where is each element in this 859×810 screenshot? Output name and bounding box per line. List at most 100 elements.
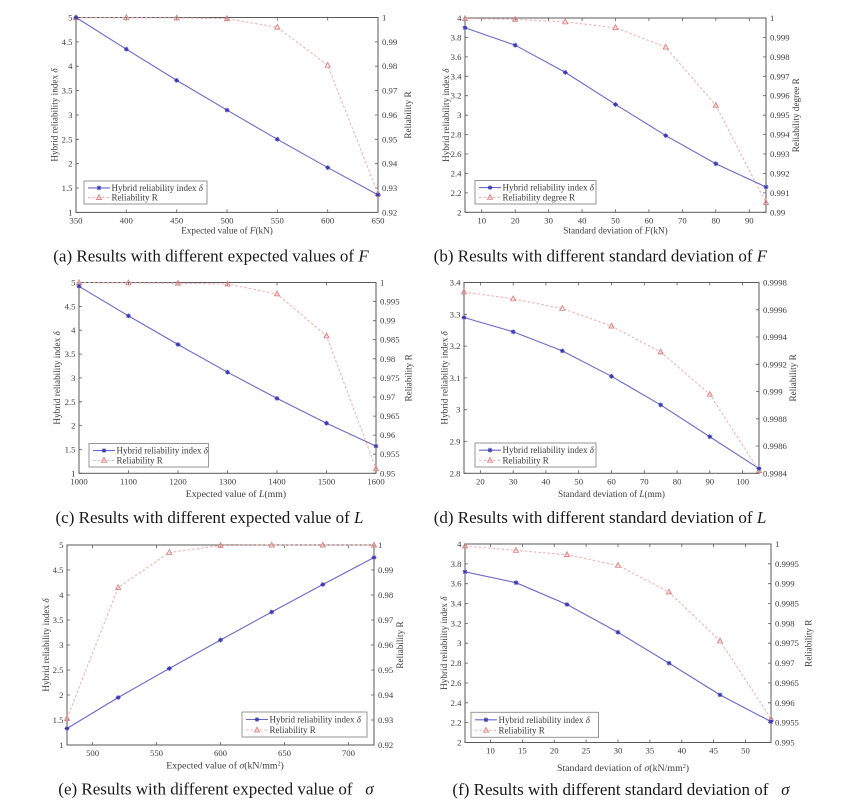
svg-text:Reliability R: Reliability R [403,353,413,401]
svg-text:Standard deviation of L(mm): Standard deviation of L(mm) [558,489,665,499]
svg-text:Expected value of L(mm): Expected value of L(mm) [186,489,286,500]
svg-text:2: 2 [71,421,75,431]
svg-text:3.4: 3.4 [451,71,463,81]
svg-text:Expected value of F(kN): Expected value of F(kN) [181,226,273,236]
svg-text:50: 50 [741,746,750,756]
svg-text:0.99: 0.99 [770,207,785,217]
svg-text:2.8: 2.8 [451,130,463,140]
svg-text:Hybrid reliability index δ: Hybrid reliability index δ [112,183,204,193]
svg-text:2.5: 2.5 [62,134,73,144]
svg-text:0.992: 0.992 [770,168,790,178]
svg-text:80: 80 [673,476,682,486]
svg-text:3.4: 3.4 [450,278,462,288]
svg-text:Expected value of σ(kN/mm2): Expected value of σ(kN/mm2) [166,761,283,772]
svg-text:Reliability R: Reliability R [503,455,549,465]
svg-text:50: 50 [574,476,583,486]
svg-text:3.8: 3.8 [451,32,463,42]
svg-text:Hybrid reliability index δ: Hybrid reliability index δ [52,331,62,425]
svg-text:1: 1 [68,207,72,217]
svg-text:3.6: 3.6 [451,579,463,589]
svg-text:Reliability R: Reliability R [270,725,316,735]
svg-text:1: 1 [770,13,774,23]
svg-text:40: 40 [578,215,587,225]
svg-text:Standard deviation of F(kN): Standard deviation of F(kN) [563,226,667,236]
svg-text:Reliability R: Reliability R [499,725,545,735]
svg-text:Reliability R: Reliability R [788,353,798,401]
svg-text:1: 1 [380,278,384,288]
svg-text:80: 80 [711,215,720,225]
svg-text:0.995: 0.995 [380,297,400,307]
svg-text:0.92: 0.92 [378,740,393,750]
svg-text:Reliability degree R: Reliability degree R [503,192,575,202]
svg-text:2.6: 2.6 [451,149,463,159]
svg-text:100: 100 [736,476,750,486]
svg-text:350: 350 [69,215,83,225]
svg-text:500: 500 [220,215,234,225]
svg-text:0.999: 0.999 [775,579,795,589]
svg-text:90: 90 [745,215,754,225]
svg-text:4.5: 4.5 [65,301,76,311]
svg-text:1300: 1300 [219,476,237,486]
svg-text:Reliability R: Reliability R [395,621,405,669]
svg-text:10: 10 [486,746,495,756]
svg-text:30: 30 [544,215,553,225]
svg-text:0.975: 0.975 [380,373,400,383]
svg-text:4: 4 [68,61,73,71]
svg-text:0.9995: 0.9995 [775,559,799,569]
svg-text:3.1: 3.1 [450,373,461,383]
svg-text:4.5: 4.5 [53,565,64,575]
svg-text:Reliability R: Reliability R [403,91,413,139]
svg-text:0.985: 0.985 [380,335,400,345]
svg-text:4: 4 [71,325,76,335]
svg-text:0.999: 0.999 [770,32,790,42]
svg-text:0.96: 0.96 [382,110,398,120]
svg-text:1.5: 1.5 [65,444,76,454]
svg-text:(f) Results with different sta: (f) Results with different standard devi… [452,780,790,799]
svg-text:20: 20 [550,746,559,756]
svg-text:5: 5 [59,540,63,550]
svg-text:0.996: 0.996 [775,698,795,708]
svg-text:650: 650 [278,748,292,758]
svg-text:3: 3 [71,373,75,383]
svg-text:2.2: 2.2 [451,718,462,728]
svg-text:30: 30 [509,476,518,486]
svg-text:0.9985: 0.9985 [775,599,799,609]
svg-text:Reliability degree R: Reliability degree R [791,77,801,152]
svg-text:Hybrid reliability index δ: Hybrid reliability index δ [440,331,450,425]
svg-text:35: 35 [646,746,655,756]
svg-text:5: 5 [71,278,75,288]
svg-text:3.2: 3.2 [450,341,461,351]
svg-text:4: 4 [457,539,462,549]
svg-text:3.6: 3.6 [451,52,463,62]
svg-text:10: 10 [477,215,486,225]
svg-text:2: 2 [457,738,461,748]
svg-text:0.991: 0.991 [770,188,790,198]
svg-text:2.5: 2.5 [65,397,76,407]
svg-text:3.5: 3.5 [65,349,76,359]
svg-text:1.5: 1.5 [53,715,64,725]
svg-text:0.9998: 0.9998 [763,278,788,288]
svg-text:0.995: 0.995 [770,110,790,120]
svg-text:3: 3 [68,110,72,120]
svg-text:0.96: 0.96 [378,640,394,650]
svg-text:90: 90 [705,476,714,486]
svg-text:0.98: 0.98 [382,61,398,71]
svg-text:3.4: 3.4 [451,599,463,609]
svg-text:2: 2 [68,159,72,169]
svg-text:3: 3 [457,110,461,120]
svg-text:0.9984: 0.9984 [763,468,788,478]
svg-text:50: 50 [611,215,620,225]
svg-text:0.97: 0.97 [382,86,398,96]
svg-text:60: 60 [645,215,654,225]
svg-text:(c) Results with different exp: (c) Results with different expected valu… [56,508,364,527]
svg-text:1: 1 [775,539,779,549]
svg-text:0.998: 0.998 [770,52,790,62]
svg-text:Standard deviation of σ(kN/mm2: Standard deviation of σ(kN/mm2) [557,763,689,774]
svg-text:3.8: 3.8 [451,559,463,569]
svg-text:Hybrid reliability index δ: Hybrid reliability index δ [41,598,51,692]
svg-text:(d) Results with different sta: (d) Results with different standard devi… [434,508,767,527]
svg-text:4: 4 [457,13,462,23]
svg-text:Hybrid reliability index δ: Hybrid reliability index δ [270,715,362,725]
svg-text:3.3: 3.3 [450,309,461,319]
svg-text:Hybrid reliability index δ: Hybrid reliability index δ [503,445,595,455]
